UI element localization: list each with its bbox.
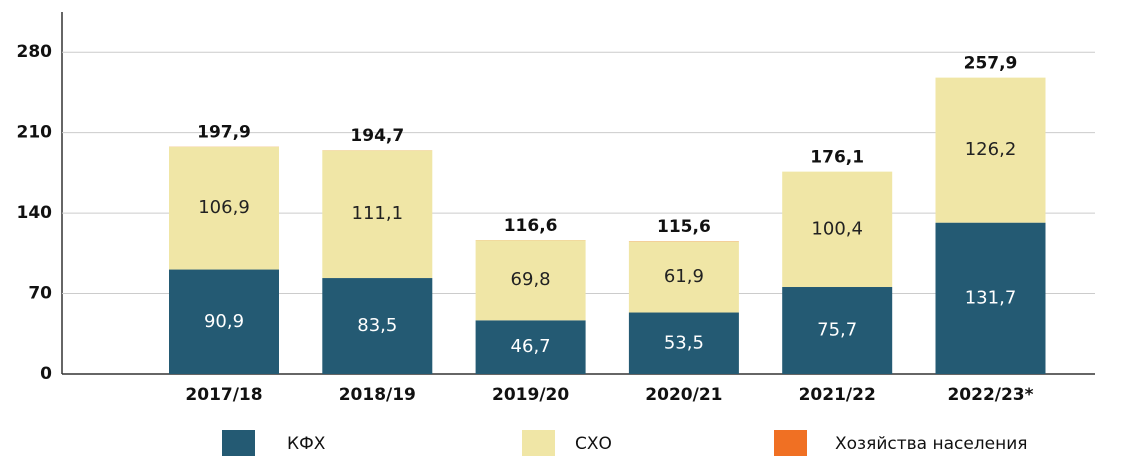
data-label: 75,7 — [817, 320, 857, 341]
data-label: 131,7 — [965, 287, 1017, 308]
total-label: 116,6 — [504, 216, 558, 236]
y-tick-label: 280 — [17, 42, 53, 62]
bar-segment — [935, 222, 1046, 374]
x-tick-label: 2021/22 — [799, 385, 876, 405]
legend-label: Хозяйства населения — [835, 434, 1028, 454]
x-tick-label: 2022/23* — [947, 385, 1033, 405]
data-label: 83,5 — [357, 315, 397, 336]
x-tick-label: 2017/18 — [185, 385, 262, 405]
y-tick-label: 0 — [40, 364, 52, 384]
x-tick-label: 2018/19 — [339, 385, 416, 405]
total-label: 115,6 — [657, 217, 711, 237]
x-tick-label: 2019/20 — [492, 385, 569, 405]
bar-segment — [628, 241, 739, 313]
bar-segment — [475, 320, 586, 374]
data-label: 53,5 — [664, 332, 704, 353]
bar-segment — [782, 171, 893, 288]
total-label: 176,1 — [810, 148, 864, 168]
legend-swatch — [774, 430, 807, 456]
legend-label: СХО — [575, 434, 612, 454]
total-label: 194,7 — [350, 126, 404, 146]
bar-segment — [169, 146, 279, 270]
bar-segment — [628, 312, 739, 374]
bar-segment — [935, 77, 1046, 223]
data-label: 126,2 — [965, 139, 1017, 160]
bar-segment — [169, 269, 279, 374]
bar-segment — [322, 150, 433, 279]
total-label: 257,9 — [964, 54, 1018, 74]
data-label: 69,8 — [511, 269, 551, 290]
y-tick-label: 140 — [17, 203, 53, 223]
y-tick-label: 70 — [28, 284, 52, 304]
legend-swatch — [222, 430, 255, 456]
legend-label: КФХ — [287, 434, 326, 454]
y-tick-label: 210 — [17, 123, 53, 143]
x-tick-label: 2020/21 — [645, 385, 722, 405]
data-label: 100,4 — [811, 218, 863, 239]
bar-segment — [475, 240, 586, 321]
bar-segment — [322, 278, 433, 374]
legend-swatch — [522, 430, 555, 456]
total-label: 197,9 — [197, 123, 251, 143]
bar-segment — [782, 287, 893, 374]
data-label: 106,9 — [198, 197, 250, 218]
data-label: 46,7 — [511, 336, 551, 357]
data-label: 90,9 — [204, 311, 244, 332]
data-label: 61,9 — [664, 266, 704, 287]
data-label: 111,1 — [352, 203, 404, 224]
